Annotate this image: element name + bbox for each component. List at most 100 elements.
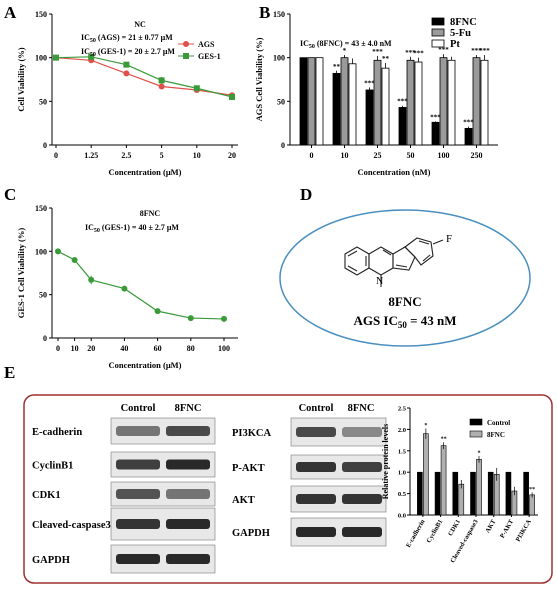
e-significance: * (424, 423, 427, 429)
a-ytick-label: 50 (39, 97, 47, 106)
c-series-line (57, 250, 225, 320)
e-legend-swatch-8FNC (469, 430, 483, 438)
b-significance: *** (463, 119, 474, 127)
b-significance: * (343, 47, 347, 55)
e-xtick-label: AKT (484, 518, 497, 534)
e-significance: * (478, 450, 481, 456)
b-xtick-label: 10 (341, 151, 349, 160)
e-legend-label-8FNC: 8FNC (487, 431, 505, 439)
b-bar-8FNC (332, 72, 341, 146)
b-significance: ** (382, 55, 390, 63)
blot-band (166, 426, 210, 436)
e-bar-8FNC (529, 494, 535, 516)
a-point-AGS (123, 70, 130, 77)
b-significance: *** (471, 47, 482, 55)
e-ytick-label: 0.0 (398, 513, 406, 520)
panel-e-label: E (4, 363, 15, 382)
b-ytick-label: 100 (273, 54, 285, 63)
blot-band (166, 489, 210, 499)
c-ytick-label: 50 (39, 291, 47, 300)
c-point (221, 315, 227, 322)
b-bar-Pt (414, 61, 423, 146)
western-blot-right: Control 8FNC PI3KCA P-AKT AKT GAPDH (232, 403, 387, 547)
blot-right-header-8fnc: 8FNC (348, 403, 375, 414)
e-ytick-label: 2.0 (398, 427, 406, 434)
a-annotation-ic50-ags: IC50 (AGS) = 21 ± 0.77 μM (81, 33, 173, 44)
e-xtick-label: CDK1 (447, 519, 462, 538)
panel-e-frame (23, 394, 553, 584)
b-significance: *** (364, 79, 375, 87)
b-bar-5-Fu (472, 57, 481, 146)
b-significance: *** (372, 48, 383, 56)
c-xtick-label: 60 (154, 344, 162, 353)
c-xtick-label: 40 (120, 344, 128, 353)
e-legend-label-Control: Control (487, 419, 510, 427)
a-xlabel: Concentration (μM) (108, 167, 181, 177)
e-significance: ** (441, 437, 447, 443)
c-xtick-label: 10 (71, 344, 79, 353)
a-point-GES-1 (229, 93, 235, 100)
blot-band (296, 462, 336, 472)
c-ytick-label: 0 (43, 334, 47, 343)
blot-band (296, 494, 336, 504)
b-bar-Pt (480, 59, 489, 146)
c-point (55, 248, 61, 255)
a-point-GES-1 (158, 77, 165, 84)
b-bar-Pt (447, 59, 456, 146)
c-point (71, 257, 78, 263)
blot-band (116, 519, 160, 529)
a-xtick-label: 1.25 (84, 151, 98, 160)
e-bar-Control (452, 471, 459, 516)
a-ytick-label: 150 (35, 10, 47, 19)
blot-band (342, 494, 382, 504)
blot-band (166, 459, 210, 470)
blot-right-header-control: Control (299, 403, 334, 414)
b-bar-8FNC (398, 107, 407, 146)
blot-band (116, 426, 160, 436)
e-bar-8FNC (458, 483, 465, 516)
a-legend-label-ags: AGS (198, 40, 215, 49)
b-bar-8FNC (464, 128, 473, 146)
c-ytick-label: 150 (35, 204, 47, 213)
blot-left-label: CDK1 (32, 490, 61, 501)
b-xtick-label: 250 (471, 151, 483, 160)
e-ytick-label: 0.5 (398, 491, 407, 498)
c-point (88, 276, 95, 283)
c-xtick-label: 20 (87, 344, 95, 353)
c-point (121, 285, 128, 292)
panel-c-chart: 0 50 100 150 0 10 20 40 60 80 100 Concentration (μM… (16, 204, 238, 370)
b-significance: ** (333, 63, 341, 71)
a-ytick-label: 100 (35, 54, 47, 63)
a-xtick-label: 10 (193, 151, 201, 160)
b-legend-swatch-5-Fu (431, 28, 445, 37)
b-bar-5-Fu (373, 59, 382, 146)
b-significance: *** (397, 98, 408, 106)
c-ylabel: GES-1 Cell Viability (%) (16, 228, 26, 319)
panel-d-label: D (300, 185, 312, 204)
panel-c-label: C (4, 185, 16, 204)
blot-left-label: CyclinB1 (32, 461, 73, 472)
b-bar-5-Fu (439, 57, 448, 146)
b-legend-label-Pt: Pt (450, 39, 460, 50)
blot-left-label: E-cadherin (32, 427, 82, 438)
blot-band (342, 427, 382, 437)
blot-band (116, 554, 160, 564)
c-ytick-label: 100 (35, 247, 47, 256)
a-point-GES-1 (193, 85, 200, 92)
a-point-GES-1 (53, 54, 59, 61)
b-legend-label-5-Fu: 5-Fu (450, 28, 471, 39)
blot-band (166, 554, 210, 564)
b-xtick-label: 100 (438, 151, 450, 160)
fluorine-atom: F (446, 233, 452, 245)
b-ytick-label: 50 (277, 97, 285, 106)
nitrogen-atom: N (376, 276, 383, 287)
a-annotation-nc: NC (134, 20, 146, 29)
e-bar-Control (434, 471, 441, 516)
a-legend-label-ges: GES-1 (198, 52, 221, 61)
c-point (187, 315, 194, 322)
c-point (154, 308, 161, 315)
b-bar-8FNC (299, 57, 308, 146)
b-xtick-label: 25 (374, 151, 382, 160)
e-significance: ** (529, 487, 535, 493)
